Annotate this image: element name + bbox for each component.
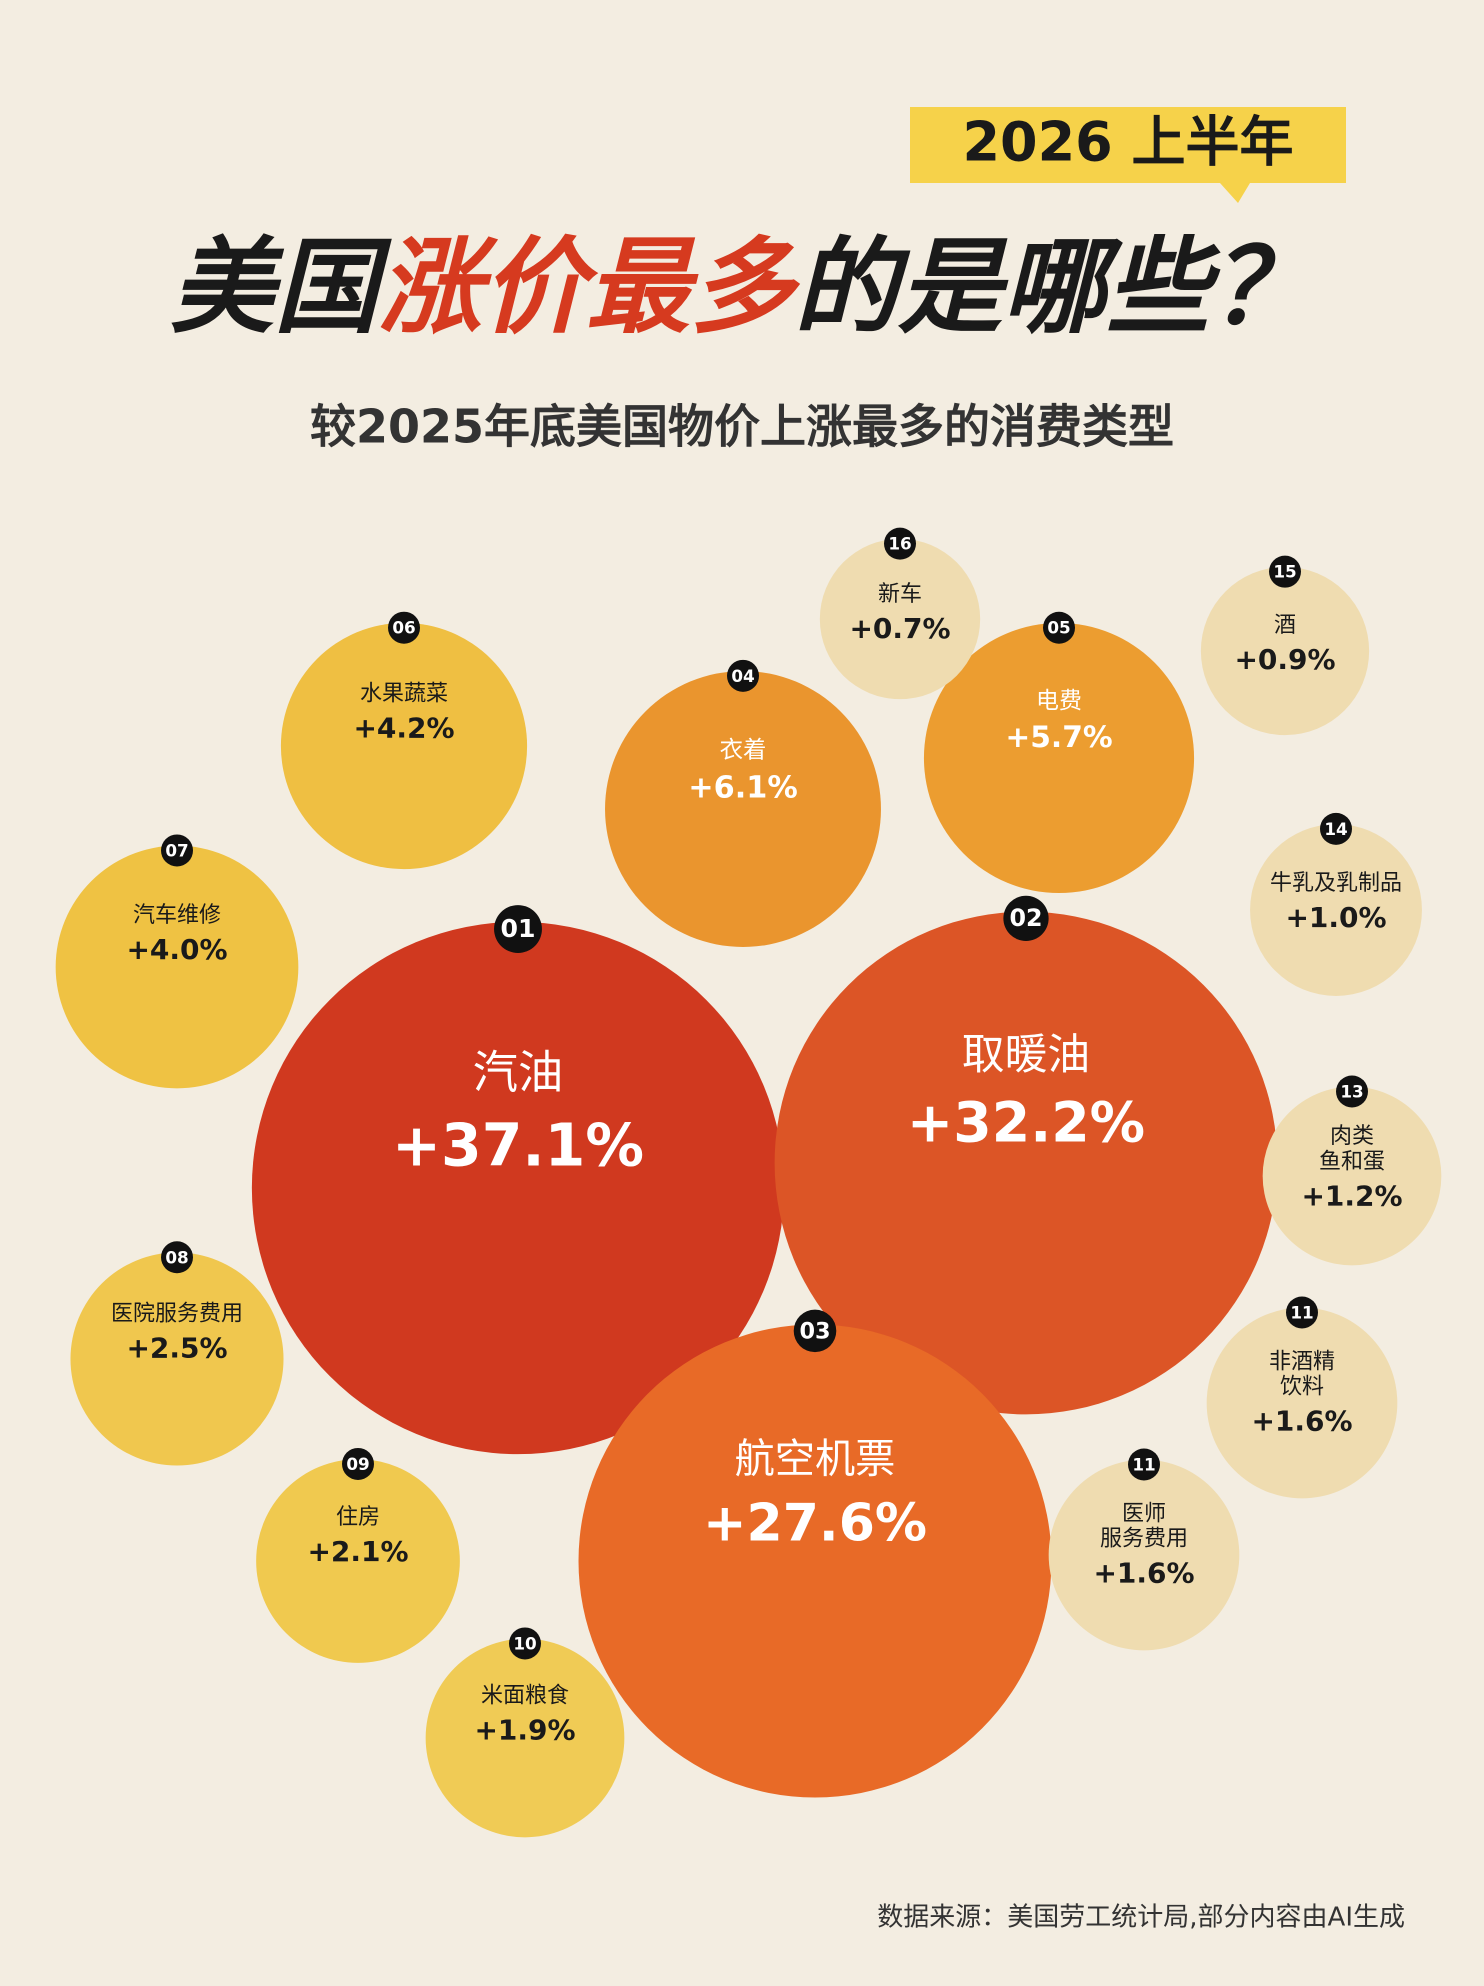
tag-box — [910, 107, 1346, 183]
rank-badge — [1043, 611, 1075, 644]
title-part: 的是哪些？ — [794, 226, 1314, 348]
value-label: +4.2% — [353, 711, 454, 744]
rank-label: 13 — [1340, 1081, 1363, 1101]
rank-label: 09 — [346, 1454, 369, 1474]
rank-label: 05 — [1047, 618, 1070, 638]
value-label: +1.0% — [1285, 901, 1386, 934]
rank-label: 11 — [1132, 1454, 1155, 1474]
category-label: 新车 — [878, 582, 922, 607]
bubble — [578, 1324, 1052, 1798]
value-label: +6.1% — [688, 770, 798, 805]
bubble — [774, 911, 1278, 1415]
bubble — [55, 845, 299, 1089]
rank-label: 08 — [165, 1247, 188, 1267]
value-label: +37.1% — [392, 1112, 644, 1180]
rank-badge — [793, 1309, 837, 1353]
value-label: +27.6% — [703, 1494, 927, 1554]
bubble — [70, 1252, 284, 1466]
bubble — [256, 1459, 460, 1663]
rank-badge — [1336, 1075, 1368, 1108]
category-label: 取暖油 — [962, 1030, 1090, 1080]
bubble — [280, 622, 528, 870]
category-label: 米面粮食 — [481, 1683, 569, 1708]
bubbles: 汽油 +37.1% 01 取暖油 +32.2% 02 航空机票 +27.6% 03 衣着 +6.1%… — [55, 527, 1442, 1838]
bubble — [1262, 1086, 1442, 1266]
title: 美国涨价最多的是哪些？ — [170, 226, 1314, 348]
rank-badge — [509, 1627, 541, 1660]
bubble — [605, 671, 881, 947]
rank-badge — [161, 1241, 193, 1274]
category-label: 牛乳及乳制品 — [1270, 871, 1402, 896]
bubble — [819, 538, 981, 700]
title-part: 美国 — [170, 226, 392, 348]
rank-label: 06 — [392, 618, 415, 638]
category-label: 航空机票 — [735, 1437, 896, 1483]
rank-label: 11 — [1290, 1302, 1313, 1322]
category-label: 电费 — [1036, 688, 1082, 714]
rank-label: 10 — [513, 1633, 536, 1653]
value-label: +32.2% — [907, 1092, 1145, 1156]
category-label: 住房 — [336, 1505, 380, 1530]
rank-label: 02 — [1009, 904, 1042, 932]
subtitle: 较2025年底美国物价上涨最多的消费类型 — [310, 400, 1174, 454]
category-label: 非酒精饮料 — [1269, 1349, 1335, 1399]
bubble — [251, 921, 785, 1455]
rank-label: 07 — [165, 840, 188, 860]
rank-badge — [727, 659, 759, 692]
tag: 2026 上半年 — [962, 111, 1293, 174]
value-label: +1.6% — [1093, 1557, 1194, 1590]
rank-badge — [494, 905, 542, 954]
category-label: 医师服务费用 — [1100, 1501, 1188, 1551]
bubble — [1206, 1307, 1398, 1499]
rank-badge — [884, 527, 916, 560]
source: 数据来源：美国劳工统计局,部分内容由AI生成 — [877, 1903, 1405, 1933]
rank-badge — [1128, 1448, 1160, 1481]
bubble — [923, 622, 1195, 894]
category-label: 肉类鱼和蛋 — [1319, 1124, 1385, 1174]
rank-badge — [161, 834, 193, 867]
bubble — [1200, 566, 1370, 736]
rank-badge — [1269, 555, 1301, 588]
tag-pointer — [1220, 183, 1250, 203]
value-label: +0.9% — [1234, 643, 1335, 676]
rank-label: 03 — [799, 1318, 830, 1344]
category-label: 汽油 — [473, 1046, 563, 1099]
bubble — [425, 1638, 625, 1838]
value-label: +5.7% — [1005, 720, 1112, 755]
value-label: +1.9% — [474, 1713, 575, 1746]
rank-badge — [1286, 1296, 1318, 1329]
rank-label: 15 — [1273, 562, 1296, 582]
rank-badge — [1320, 812, 1352, 845]
title-highlight: 涨价最多 — [378, 226, 801, 348]
value-label: +1.2% — [1301, 1179, 1402, 1212]
rank-badge — [1003, 895, 1049, 942]
value-label: +0.7% — [849, 612, 950, 645]
rank-badge — [388, 611, 420, 644]
category-label: 水果蔬菜 — [360, 681, 448, 706]
bubble — [1048, 1459, 1240, 1651]
category-label: 汽车维修 — [133, 903, 221, 928]
value-label: +2.1% — [307, 1535, 408, 1568]
value-label: +1.6% — [1251, 1405, 1352, 1438]
value-label: +2.5% — [126, 1331, 227, 1364]
rank-label: 01 — [501, 914, 536, 943]
category-label: 衣着 — [720, 736, 767, 764]
category-label: 医院服务费用 — [111, 1301, 243, 1326]
value-label: +4.0% — [126, 933, 227, 966]
rank-badge — [342, 1447, 374, 1480]
category-label: 酒 — [1274, 613, 1296, 638]
rank-label: 16 — [888, 534, 911, 554]
bubble — [1250, 824, 1422, 996]
rank-label: 04 — [731, 666, 754, 686]
rank-label: 14 — [1324, 819, 1347, 839]
